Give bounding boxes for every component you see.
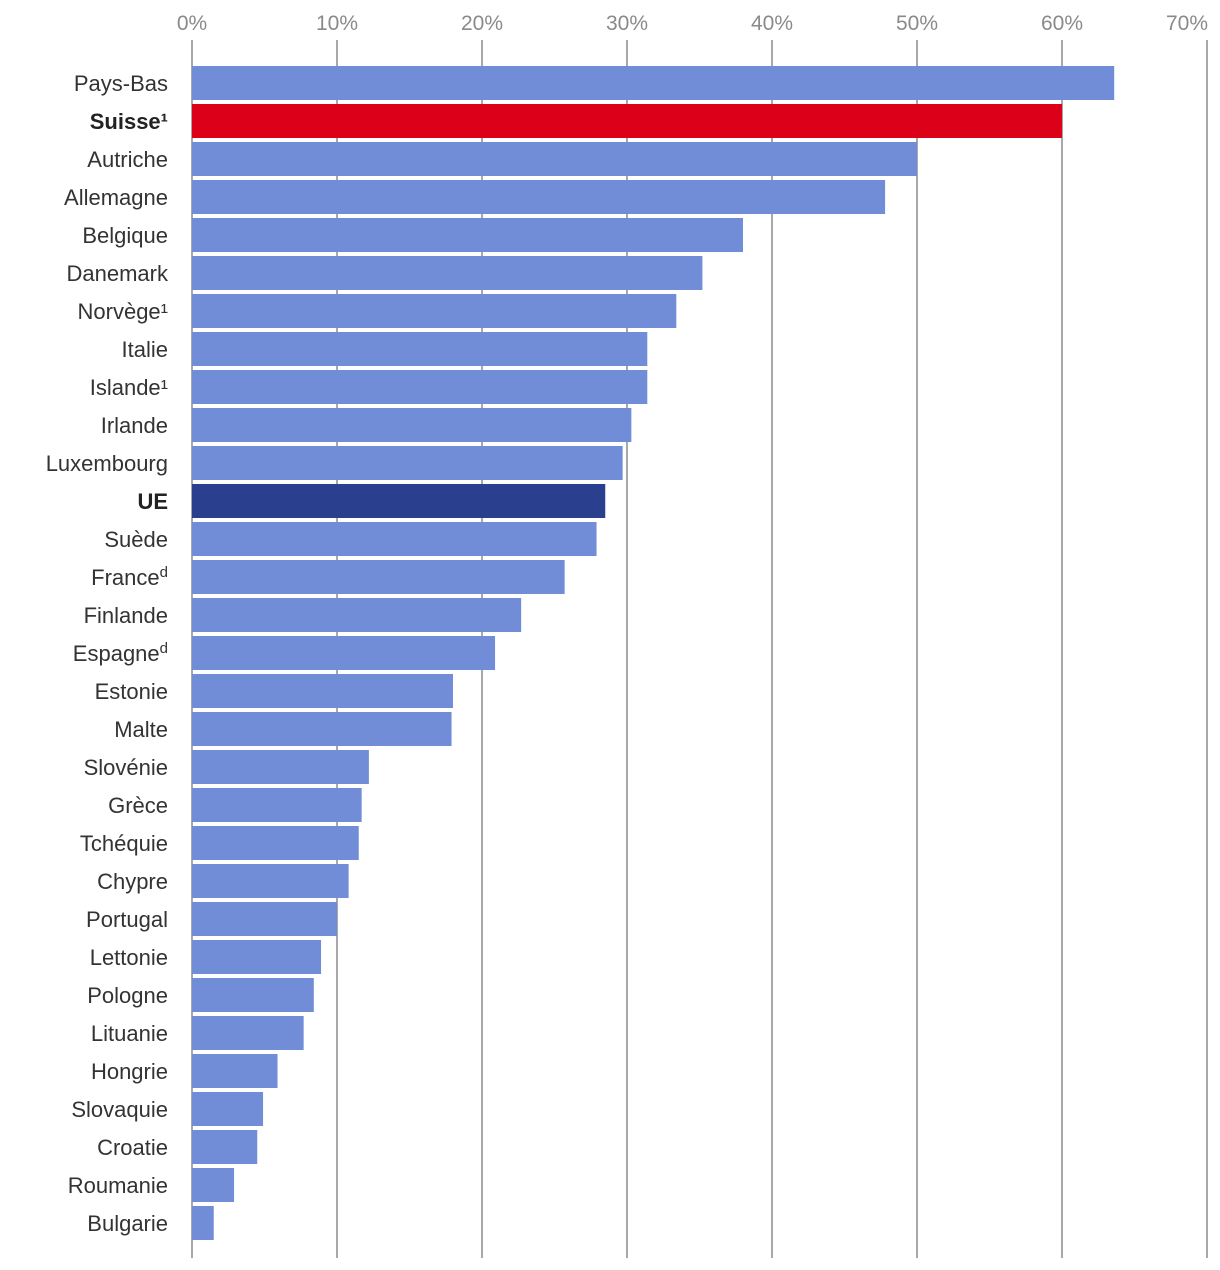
- bar-espagne: [192, 636, 496, 670]
- bar-grece: [192, 788, 362, 822]
- category-label-estonie: Estonie: [95, 679, 168, 704]
- bar-italie: [192, 332, 648, 366]
- bar-norvege: [192, 294, 677, 328]
- bar-lituanie: [192, 1016, 304, 1050]
- bar-hongrie: [192, 1054, 278, 1088]
- category-label-finlande: Finlande: [84, 603, 168, 628]
- x-axis-ticks: 0% 10% 20% 30% 40% 50% 60% 70%: [177, 12, 1208, 35]
- category-label-lettonie: Lettonie: [90, 945, 168, 970]
- category-label-allemagne: Allemagne: [64, 185, 168, 210]
- bar-suisse: [192, 104, 1062, 138]
- bar-malte: [192, 712, 452, 746]
- category-label-croatie: Croatie: [97, 1135, 168, 1160]
- tick-label-30: 30%: [606, 12, 648, 35]
- category-label-malte: Malte: [114, 717, 168, 742]
- category-label-danemark: Danemark: [67, 261, 169, 286]
- category-label-pays-bas: Pays-Bas: [74, 71, 168, 96]
- bar-bulgarie: [192, 1206, 214, 1240]
- category-label-suisse: Suisse¹: [90, 109, 168, 134]
- tick-label-20: 20%: [461, 12, 503, 35]
- category-label-roumanie: Roumanie: [68, 1173, 168, 1198]
- tick-label-40: 40%: [751, 12, 793, 35]
- category-label-slovaquie: Slovaquie: [71, 1097, 168, 1122]
- category-label-slovenie: Slovénie: [84, 755, 168, 780]
- bar-irlande: [192, 408, 632, 442]
- category-label-suede: Suède: [104, 527, 168, 552]
- tick-label-50: 50%: [896, 12, 938, 35]
- category-label-tchequie: Tchéquie: [80, 831, 168, 856]
- tick-label-10: 10%: [316, 12, 358, 35]
- bar-luxembourg: [192, 446, 623, 480]
- bar-france: [192, 560, 565, 594]
- category-label-espagne: Espagned: [73, 640, 168, 667]
- bar-estonie: [192, 674, 453, 708]
- bar-belgique: [192, 218, 743, 252]
- bar-chypre: [192, 864, 349, 898]
- bar-ue: [192, 484, 606, 518]
- bar-croatie: [192, 1130, 258, 1164]
- tick-label-70: 70%: [1166, 12, 1208, 35]
- category-label-portugal: Portugal: [86, 907, 168, 932]
- bar-allemagne: [192, 180, 886, 214]
- bar-autriche: [192, 142, 917, 176]
- bar-tchequie: [192, 826, 359, 860]
- tick-label-60: 60%: [1041, 12, 1083, 35]
- category-label-france: Franced: [91, 564, 168, 591]
- category-label-luxembourg: Luxembourg: [46, 451, 168, 476]
- category-label-chypre: Chypre: [97, 869, 168, 894]
- category-labels: Pays-Bas Suisse¹ Autriche Allemagne Belgique…: [46, 71, 169, 1236]
- category-label-hongrie: Hongrie: [91, 1059, 168, 1084]
- category-label-lituanie: Lituanie: [91, 1021, 168, 1046]
- category-label-autriche: Autriche: [87, 147, 168, 172]
- bar-suede: [192, 522, 597, 556]
- category-label-pologne: Pologne: [87, 983, 168, 1008]
- bar-lettonie: [192, 940, 322, 974]
- bar-pays-bas: [192, 66, 1115, 100]
- tick-label-0: 0%: [177, 12, 207, 35]
- category-label-ue: UE: [137, 489, 168, 514]
- category-label-italie: Italie: [122, 337, 168, 362]
- category-label-irlande: Irlande: [101, 413, 168, 438]
- bar-pologne: [192, 978, 314, 1012]
- category-label-bulgarie: Bulgarie: [87, 1211, 168, 1236]
- bar-slovenie: [192, 750, 369, 784]
- category-label-belgique: Belgique: [82, 223, 168, 248]
- bar-danemark: [192, 256, 703, 290]
- bar-islande: [192, 370, 648, 404]
- bar-slovaquie: [192, 1092, 264, 1126]
- bars: [192, 66, 1115, 1240]
- category-label-grece: Grèce: [108, 793, 168, 818]
- category-label-islande: Islande¹: [90, 375, 168, 400]
- bar-finlande: [192, 598, 522, 632]
- category-label-norvege: Norvège¹: [78, 299, 168, 324]
- bar-roumanie: [192, 1168, 235, 1202]
- bar-portugal: [192, 902, 337, 936]
